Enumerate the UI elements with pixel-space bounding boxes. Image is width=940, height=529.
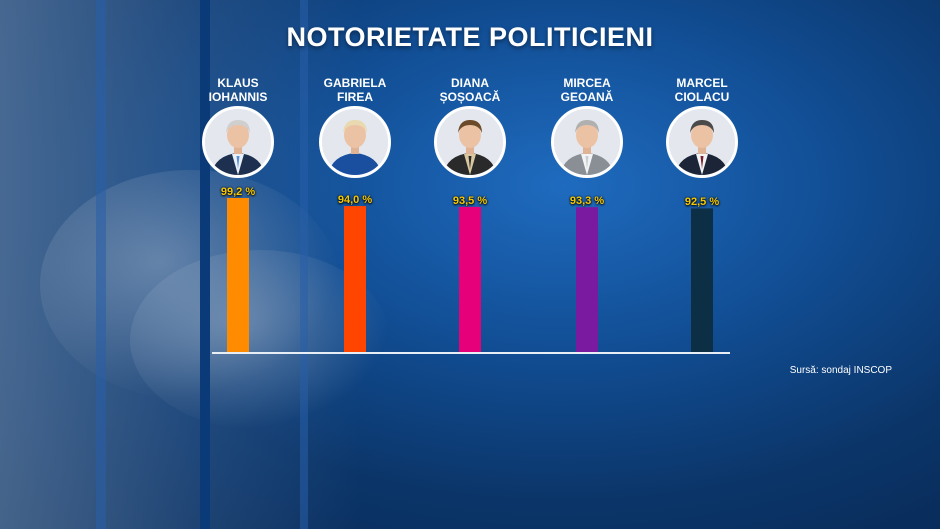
politician-avatar <box>666 106 738 178</box>
politician-avatar <box>551 106 623 178</box>
last-name: FIREA <box>337 90 373 104</box>
first-name: MIRCEA <box>563 76 611 90</box>
politician-avatar <box>202 106 274 178</box>
politician-name: MARCEL CIOLACU <box>642 76 762 104</box>
politician-avatar <box>434 106 506 178</box>
last-name: CIOLACU <box>674 90 730 104</box>
bar-value-label: 92,5 % <box>684 196 720 209</box>
politician-avatar <box>319 106 391 178</box>
bar <box>576 207 598 352</box>
background-stripe <box>300 0 308 529</box>
politician-name: KLAUS IOHANNIS <box>178 76 298 104</box>
bar <box>344 206 366 352</box>
first-name: MARCEL <box>676 76 728 90</box>
bar <box>691 208 713 352</box>
bar-value-label: 93,5 % <box>452 194 488 207</box>
bar <box>459 206 481 352</box>
politician-name: GABRIELA FIREA <box>295 76 415 104</box>
chart-title: NOTORIETATE POLITICIENI <box>286 22 654 52</box>
bar-value-label: 94,0 % <box>337 194 373 207</box>
last-name: GEOANĂ <box>560 90 614 104</box>
x-axis-line <box>212 352 730 354</box>
first-name: KLAUS <box>217 76 259 90</box>
first-name: DIANA <box>451 76 489 90</box>
source-note: Sursă: sondaj INSCOP <box>789 365 892 376</box>
politician-name: MIRCEA GEOANĂ <box>527 76 647 104</box>
bar-value-label: 93,3 % <box>569 195 605 208</box>
politician-name: DIANA ȘOȘOACĂ <box>410 76 530 104</box>
first-name: GABRIELA <box>323 76 387 90</box>
bar <box>227 198 249 352</box>
background-stripe <box>200 0 210 529</box>
bar-value-label: 99,2 % <box>220 186 256 198</box>
last-name: IOHANNIS <box>208 90 268 104</box>
background-stripe <box>96 0 106 529</box>
last-name: ȘOȘOACĂ <box>439 90 501 104</box>
